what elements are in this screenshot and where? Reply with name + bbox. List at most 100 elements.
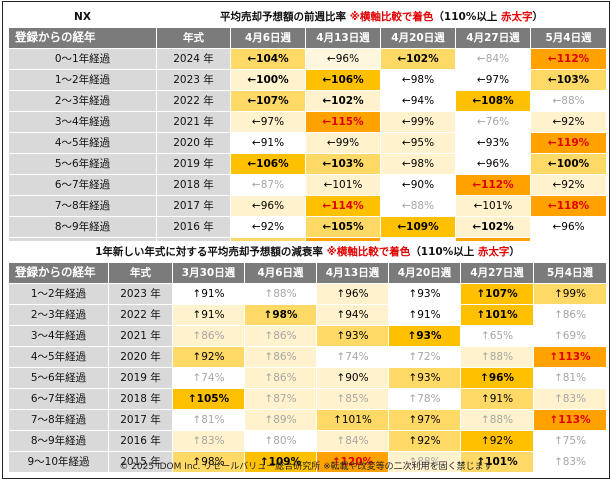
ratio-cell: ↑93% — [388, 367, 461, 389]
ratio-cell: ←96% — [455, 153, 531, 175]
title-main: 1年新しい年式に対する平均売却予想額の減衰率 — [95, 245, 323, 258]
column-header: 4月20日週 — [388, 262, 461, 284]
ratio-cell: ←92% — [230, 216, 306, 238]
ratio-cell: ←92% — [529, 174, 608, 196]
model-year: 2024 年 — [156, 48, 231, 70]
ratio-cell: ↑101% — [460, 451, 534, 473]
ratio-cell: ←102% — [380, 48, 456, 70]
column-header: 4月6日週 — [244, 262, 317, 284]
model-year: 2019 年 — [108, 367, 173, 389]
row-label: 1～2年経過 — [8, 283, 109, 305]
ratio-cell: ↑81% — [172, 409, 245, 431]
title-end: ） — [509, 245, 520, 258]
ratio-cell: ↑86% — [532, 304, 608, 326]
ratio-cell: ←101% — [305, 174, 381, 196]
ratio-cell: ↑88% — [388, 451, 461, 473]
row-label: 3～4年経過 — [8, 111, 157, 133]
decay-ratio-table: 1年新しい年式に対する平均売却予想額の減衰率 ※横軸比較で着色（110%以上 赤… — [7, 241, 608, 473]
row-label: 6～7年経過 — [8, 388, 109, 410]
ratio-cell: ←98% — [380, 69, 456, 91]
ratio-cell: ←96% — [529, 216, 608, 238]
row-label: 5～6年経過 — [8, 367, 109, 389]
ratio-cell: ↑78% — [388, 388, 461, 410]
row-label: 4～5年経過 — [8, 346, 109, 368]
ratio-cell: ↑109% — [244, 451, 317, 473]
ratio-cell: ←108% — [455, 90, 531, 112]
column-header: 登録からの経年 — [8, 262, 109, 284]
header-row: 登録からの経年 年式 3月30日週 4月6日週 4月13日週 4月20日週 4月… — [8, 262, 608, 284]
row-label: 2～3年経過 — [8, 304, 109, 326]
ratio-cell: ↑99% — [532, 283, 608, 305]
model-year: 2021 年 — [108, 325, 173, 347]
row-label: 9～10年経過 — [8, 451, 109, 473]
ratio-cell: ←112% — [455, 174, 531, 196]
ratio-cell: ↑92% — [172, 346, 245, 368]
table-title: 1年新しい年式に対する平均売却予想額の減衰率 ※横軸比較で着色（110%以上 赤… — [7, 241, 608, 263]
model-year: 2015 年 — [108, 451, 173, 473]
ratio-cell: ←106% — [305, 69, 381, 91]
ratio-cell: ←97% — [455, 69, 531, 91]
ratio-cell: ↑86% — [244, 367, 317, 389]
ratio-cell: ↑91% — [172, 283, 245, 305]
copyright-footer: © 2025 IDOM Inc. リセールバリュー総合研究所 ※転載や改変等の二… — [119, 462, 493, 472]
ratio-cell: ←106% — [230, 153, 306, 175]
model-year: 2016 年 — [108, 430, 173, 452]
row-label: 4～5年経過 — [8, 132, 157, 154]
ratio-cell: ↑86% — [172, 325, 245, 347]
ratio-cell: ←76% — [455, 111, 531, 133]
ratio-cell: ↑94% — [316, 304, 389, 326]
ratio-cell: ↑88% — [460, 346, 534, 368]
model-year: 2016 年 — [156, 216, 231, 238]
ratio-cell: ↑83% — [532, 388, 608, 410]
row-label: 6～7年経過 — [8, 174, 157, 196]
table-title: 平均売却予想額の前週比率 ※横軸比較で着色（110%以上 赤太字） — [155, 6, 608, 28]
table-title-row: 1年新しい年式に対する平均売却予想額の減衰率 ※横軸比較で着色（110%以上 赤… — [7, 241, 608, 263]
ratio-cell: ↑88% — [460, 409, 534, 431]
model-year: 2022 年 — [108, 304, 173, 326]
ratio-cell: ←112% — [529, 48, 608, 70]
ratio-cell: ↑96% — [460, 367, 534, 389]
model-year: 2020 年 — [156, 132, 231, 154]
title-end: ） — [532, 10, 544, 23]
ratio-cell: ↑88% — [244, 283, 317, 305]
row-label: 2～3年経過 — [8, 90, 157, 112]
column-header: 4月20日週 — [380, 27, 456, 49]
table-row: 8～9年経過 2016 年 ↑83% ↑80% ↑84% ↑92% ↑92% ↑75% — [8, 430, 608, 452]
table-row: 7～8年経過 2017 年 ↑81% ↑89% ↑101% ↑97% ↑88% ↑113% — [8, 409, 608, 431]
ratio-cell: ↑93% — [388, 325, 461, 347]
ratio-cell: ←119% — [529, 132, 608, 154]
table-row: 4～5年経過 2020 年 ↑92% ↑86% ↑74% ↑72% ↑88% ↑113% — [8, 346, 608, 368]
title-note: ※横軸比較で着色 — [349, 10, 434, 23]
table-row: 5～6年経過 2019 年 ↑74% ↑86% ↑90% ↑93% ↑96% ↑81% — [8, 367, 608, 389]
table-row: 3～4年経過 2021 年 ←97% ←115% ←99% ←76% ←92% — [8, 111, 608, 133]
table-row: 9～10年経過 2015 年 ↑98% ↑109% ↑120% ↑88% ↑101% ↑83% — [8, 451, 608, 473]
row-label: 8～9年経過 — [8, 216, 157, 238]
ratio-cell: ↑74% — [172, 367, 245, 389]
column-header: 4月6日週 — [230, 27, 306, 49]
column-header: 3月30日週 — [172, 262, 245, 284]
ratio-cell: ↑101% — [316, 409, 389, 431]
weekly-ratio-table: NX 平均売却予想額の前週比率 ※横軸比較で着色（110%以上 赤太字） 登録か… — [8, 6, 608, 259]
ratio-cell: ←103% — [529, 69, 608, 91]
ratio-cell: ←105% — [305, 216, 381, 238]
ratio-cell: ←100% — [529, 153, 608, 175]
ratio-cell: ←99% — [305, 132, 381, 154]
ratio-cell: ←107% — [230, 90, 306, 112]
ratio-cell: ↑105% — [172, 388, 245, 410]
column-header: 5月4日週 — [529, 27, 608, 49]
ratio-cell: ↑91% — [460, 388, 534, 410]
ratio-cell: ↑96% — [316, 283, 389, 305]
ratio-cell: ←96% — [230, 195, 306, 217]
ratio-cell: ↑93% — [388, 283, 461, 305]
ratio-cell: ↑69% — [532, 325, 608, 347]
ratio-cell: ←90% — [380, 174, 456, 196]
ratio-cell: ↑86% — [244, 325, 317, 347]
title-note-2: 赤太字 — [501, 10, 533, 23]
model-year: 2018 年 — [108, 388, 173, 410]
ratio-cell: ←95% — [380, 132, 456, 154]
table-row: 5～6年経過 2019 年 ←106% ←103% ←98% ←96% ←100% — [8, 153, 608, 175]
column-header: 年式 — [156, 27, 231, 49]
ratio-cell: ←101% — [455, 195, 531, 217]
ratio-cell: ↑98% — [244, 304, 317, 326]
